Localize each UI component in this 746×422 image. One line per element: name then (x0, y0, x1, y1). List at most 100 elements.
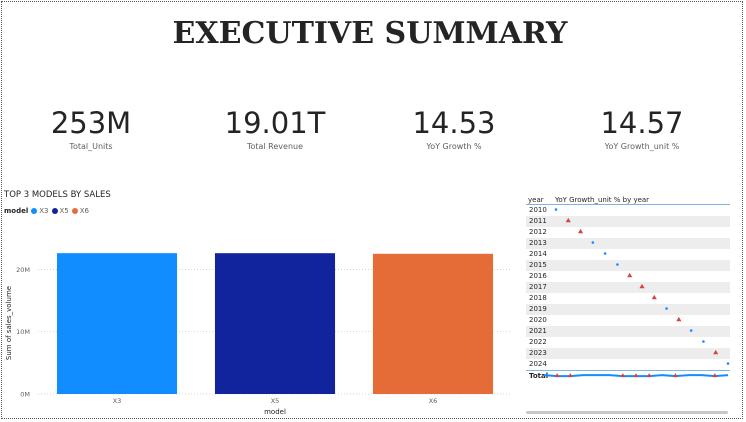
legend-item-x5[interactable]: X5 (51, 207, 69, 215)
legend-dot-icon (31, 208, 38, 214)
matrix-row-year: 2020 (529, 316, 547, 324)
kpi-label: Total_Units (69, 142, 113, 151)
matrix-col-value[interactable]: YoY Growth_unit % by year (555, 196, 650, 204)
total-down-marker (554, 373, 560, 378)
matrix-row-year: 2018 (529, 294, 547, 302)
bar-chart: 0M 10M 20M X3 X5 X6 model Sum of sales_volume (5, 253, 512, 416)
growth-up-marker (591, 241, 595, 244)
x-axis-title: model (264, 408, 286, 416)
total-down-marker (673, 373, 678, 378)
legend-dot-icon (71, 208, 78, 214)
legend-item-x3[interactable]: X3 (31, 207, 49, 215)
bar-x5[interactable] (214, 253, 336, 394)
growth-up-marker (726, 362, 730, 365)
matrix-row-year: 2019 (529, 305, 547, 313)
x-tick-label: X6 (429, 397, 438, 405)
page-title: EXECUTIVE SUMMARY (172, 16, 568, 51)
total-down-marker (620, 373, 626, 378)
legend-label: X3 (39, 207, 49, 215)
y-axis-title: Sum of sales_volume (5, 286, 13, 360)
growth-down-marker (565, 217, 571, 223)
total-down-marker (646, 373, 652, 378)
matrix-row[interactable]: 2024 (526, 359, 730, 370)
kpi-card-total-units[interactable]: 253M Total_Units (16, 104, 166, 151)
legend-label: X6 (79, 207, 90, 215)
matrix-row[interactable]: 2018 (526, 293, 730, 304)
y-tick-label: 0M (20, 391, 30, 399)
matrix-row[interactable]: 2014 (526, 249, 730, 260)
matrix-row[interactable]: 2012 (526, 227, 730, 238)
kpi-value: 14.57 (600, 106, 684, 140)
bar-chart-title: TOP 3 MODELS BY SALES (4, 190, 111, 200)
matrix-row[interactable]: 2021 (526, 326, 730, 337)
kpi-label: YoY Growth_unit % (604, 142, 680, 151)
matrix-sparkline (543, 208, 730, 378)
matrix-row[interactable]: 2017 (526, 282, 730, 293)
kpi-label: YoY Growth % (426, 142, 482, 151)
matrix-row[interactable]: 2016 (526, 271, 730, 282)
growth-up-marker (616, 263, 619, 266)
matrix-row-year: 2014 (529, 250, 547, 258)
matrix-row-year: 2012 (529, 228, 547, 236)
kpi-value: 19.01T (224, 106, 326, 140)
kpi-value: 253M (50, 106, 132, 140)
legend-label: X5 (59, 207, 69, 215)
bar-x6[interactable] (372, 253, 494, 394)
growth-down-marker (713, 349, 719, 355)
matrix-col-year[interactable]: year (528, 196, 544, 204)
matrix-row[interactable]: 2010 (526, 205, 730, 216)
legend-title: model (4, 207, 29, 215)
kpi-card-yoy-growth[interactable]: 14.53 YoY Growth % (379, 104, 529, 151)
growth-up-marker (702, 340, 705, 343)
matrix-row-year: 2024 (529, 360, 547, 368)
growth-up-marker (554, 208, 558, 211)
growth-down-marker (627, 272, 633, 278)
matrix-row-year: 2011 (529, 217, 547, 225)
legend-dot-icon (51, 208, 58, 214)
yoy-matrix: year YoY Growth_unit % by year 2010 2011 2… (526, 192, 730, 382)
growth-up-marker (689, 329, 693, 332)
matrix-rows: 2010 2011 2012 2013 2014 2015 2016 2017 2018 2019… (526, 205, 730, 370)
x-tick-label: X5 (271, 397, 280, 405)
total-down-marker (633, 373, 639, 378)
x-tick-label: X3 (113, 397, 122, 405)
y-tick-label: 20M (16, 266, 30, 274)
total-down-marker (712, 373, 718, 378)
matrix-row[interactable]: 2019 (526, 304, 730, 315)
matrix-row[interactable]: 2011 (526, 216, 730, 227)
matrix-row-year: 2022 (529, 338, 547, 346)
matrix-row-year: 2015 (529, 261, 547, 269)
kpi-card-yoy-growth-unit[interactable]: 14.57 YoY Growth_unit % (567, 104, 717, 151)
matrix-row-year: 2016 (529, 272, 547, 280)
matrix-row[interactable]: 2020 (526, 315, 730, 326)
kpi-card-total-revenue[interactable]: 19.01T Total Revenue (200, 104, 350, 151)
matrix-row[interactable]: 2013 (526, 238, 730, 249)
matrix-header: year YoY Growth_unit % by year (526, 192, 730, 205)
total-down-marker (567, 373, 573, 378)
matrix-row-year: 2013 (529, 239, 547, 247)
matrix-row[interactable]: 2015 (526, 260, 730, 271)
growth-up-marker (603, 252, 607, 255)
growth-down-marker (639, 283, 645, 289)
matrix-row-year: 2021 (529, 327, 547, 335)
matrix-row-year: 2017 (529, 283, 547, 291)
bar-x3[interactable] (56, 253, 178, 394)
matrix-row-year: 2023 (529, 349, 547, 357)
growth-down-marker (676, 316, 682, 322)
kpi-value: 14.53 (412, 106, 496, 140)
bar-chart-legend: model X3 X5 X6 (4, 207, 92, 215)
y-tick-label: 10M (16, 328, 30, 336)
matrix-total-row: Total (526, 370, 730, 382)
matrix-row[interactable]: 2022 (526, 337, 730, 348)
legend-item-x6[interactable]: X6 (71, 207, 90, 215)
growth-down-marker (651, 294, 657, 300)
growth-down-marker (577, 228, 584, 234)
matrix-horizontal-scrollbar[interactable] (526, 411, 728, 414)
matrix-total-label: Total (529, 372, 549, 380)
growth-up-marker (665, 307, 668, 310)
kpi-label: Total Revenue (246, 142, 304, 151)
matrix-row-year: 2010 (529, 206, 547, 214)
matrix-row[interactable]: 2023 (526, 348, 730, 359)
